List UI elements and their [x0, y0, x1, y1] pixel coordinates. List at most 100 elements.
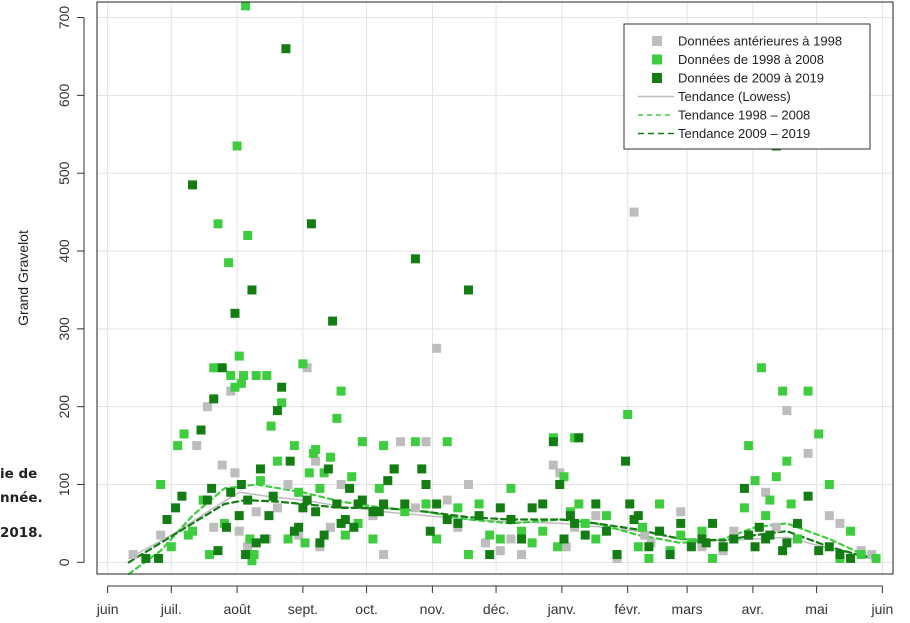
- data-point: [640, 530, 650, 540]
- x-axis: juin juil. août sept. oct. nov. déc. janv. févr.…: [96, 585, 893, 617]
- data-point: [744, 530, 754, 540]
- data-point: [480, 538, 490, 548]
- data-point: [644, 553, 654, 563]
- data-point: [463, 285, 473, 295]
- data-point: [243, 495, 253, 505]
- data-point: [765, 495, 775, 505]
- data-point: [162, 515, 172, 525]
- x-tick-label: nov.: [420, 601, 445, 617]
- data-point: [300, 538, 310, 548]
- data-point: [750, 476, 760, 486]
- legend: Données antérieures à 1998 Données de 199…: [623, 23, 871, 150]
- data-point: [871, 553, 881, 563]
- data-point: [217, 363, 227, 373]
- data-point: [782, 406, 792, 416]
- y-tick-label: 600: [56, 83, 72, 107]
- data-point: [345, 483, 355, 493]
- legend-label: Données de 1998 à 2008: [678, 52, 824, 67]
- data-point: [173, 441, 183, 451]
- data-point: [591, 511, 601, 521]
- data-point: [336, 386, 346, 396]
- data-point: [442, 495, 452, 505]
- data-point: [814, 546, 824, 556]
- data-point: [156, 480, 166, 490]
- data-point: [739, 483, 749, 493]
- legend-item-tendance-lowess: Tendance (Lowess): [638, 89, 791, 104]
- data-point: [251, 507, 261, 517]
- legend-swatch: [652, 54, 662, 65]
- data-point: [771, 472, 781, 482]
- data-point: [561, 542, 571, 552]
- data-point: [744, 441, 754, 451]
- data-point: [410, 254, 420, 264]
- data-point: [298, 503, 308, 513]
- x-tick-label: oct.: [355, 601, 378, 617]
- data-point: [379, 441, 389, 451]
- data-point: [623, 409, 633, 419]
- data-point: [188, 180, 198, 190]
- data-point: [621, 456, 631, 466]
- data-point: [251, 371, 261, 381]
- legend-item-donnees-de-2009-a-2019: Données de 2009 à 2019: [652, 71, 824, 86]
- data-point: [221, 522, 231, 532]
- data-point: [570, 518, 580, 528]
- data-point: [517, 534, 527, 544]
- left-caption: ie de nnée. 2018.: [0, 466, 43, 541]
- data-point: [856, 550, 866, 560]
- data-point: [527, 538, 537, 548]
- data-point: [389, 464, 399, 474]
- data-point: [665, 550, 675, 560]
- data-point: [281, 44, 291, 54]
- legend-label: Tendance 1998 – 2008: [678, 108, 810, 123]
- data-point: [463, 480, 473, 490]
- data-point: [260, 534, 270, 544]
- data-point: [340, 530, 350, 540]
- data-point: [754, 522, 764, 532]
- data-point: [315, 483, 325, 493]
- data-point: [243, 542, 253, 552]
- data-point: [778, 386, 788, 396]
- caption-line-3: 2018.: [0, 525, 43, 541]
- x-tick-label: mars: [672, 601, 703, 617]
- data-point: [803, 386, 813, 396]
- data-point: [421, 499, 431, 509]
- legend-swatch: [652, 36, 662, 46]
- data-point: [340, 515, 350, 525]
- data-point: [396, 437, 406, 447]
- data-point: [166, 542, 176, 552]
- data-point: [272, 503, 282, 513]
- data-point: [304, 468, 314, 478]
- data-point: [268, 491, 278, 501]
- data-point: [283, 480, 293, 490]
- data-point: [555, 480, 565, 490]
- data-point: [251, 538, 261, 548]
- data-point: [410, 437, 420, 447]
- data-point: [328, 316, 338, 326]
- plot-frame: [96, 1, 894, 575]
- legend-swatch: [652, 73, 662, 83]
- data-point: [574, 433, 584, 443]
- data-point: [323, 464, 333, 474]
- y-axis: 0 100 200 300 400 500 600 700: [56, 6, 85, 566]
- data-point: [417, 464, 427, 474]
- data-point: [179, 429, 189, 439]
- data-point: [676, 518, 686, 528]
- data-point: [209, 522, 219, 532]
- data-point: [357, 495, 367, 505]
- data-point: [272, 406, 282, 416]
- data-point: [294, 487, 304, 497]
- data-point: [209, 363, 219, 373]
- data-point: [400, 499, 410, 509]
- legend-item-tendance-2009-2019: Tendance 2009 – 2019: [638, 126, 810, 141]
- data-point: [495, 546, 505, 556]
- data-point: [778, 546, 788, 556]
- legend-box: [623, 23, 871, 150]
- data-point: [591, 499, 601, 509]
- data-points: [128, 1, 881, 566]
- data-point: [311, 444, 321, 454]
- data-point: [171, 503, 181, 513]
- data-point: [202, 495, 212, 505]
- data-point: [374, 507, 384, 517]
- data-point: [739, 503, 749, 513]
